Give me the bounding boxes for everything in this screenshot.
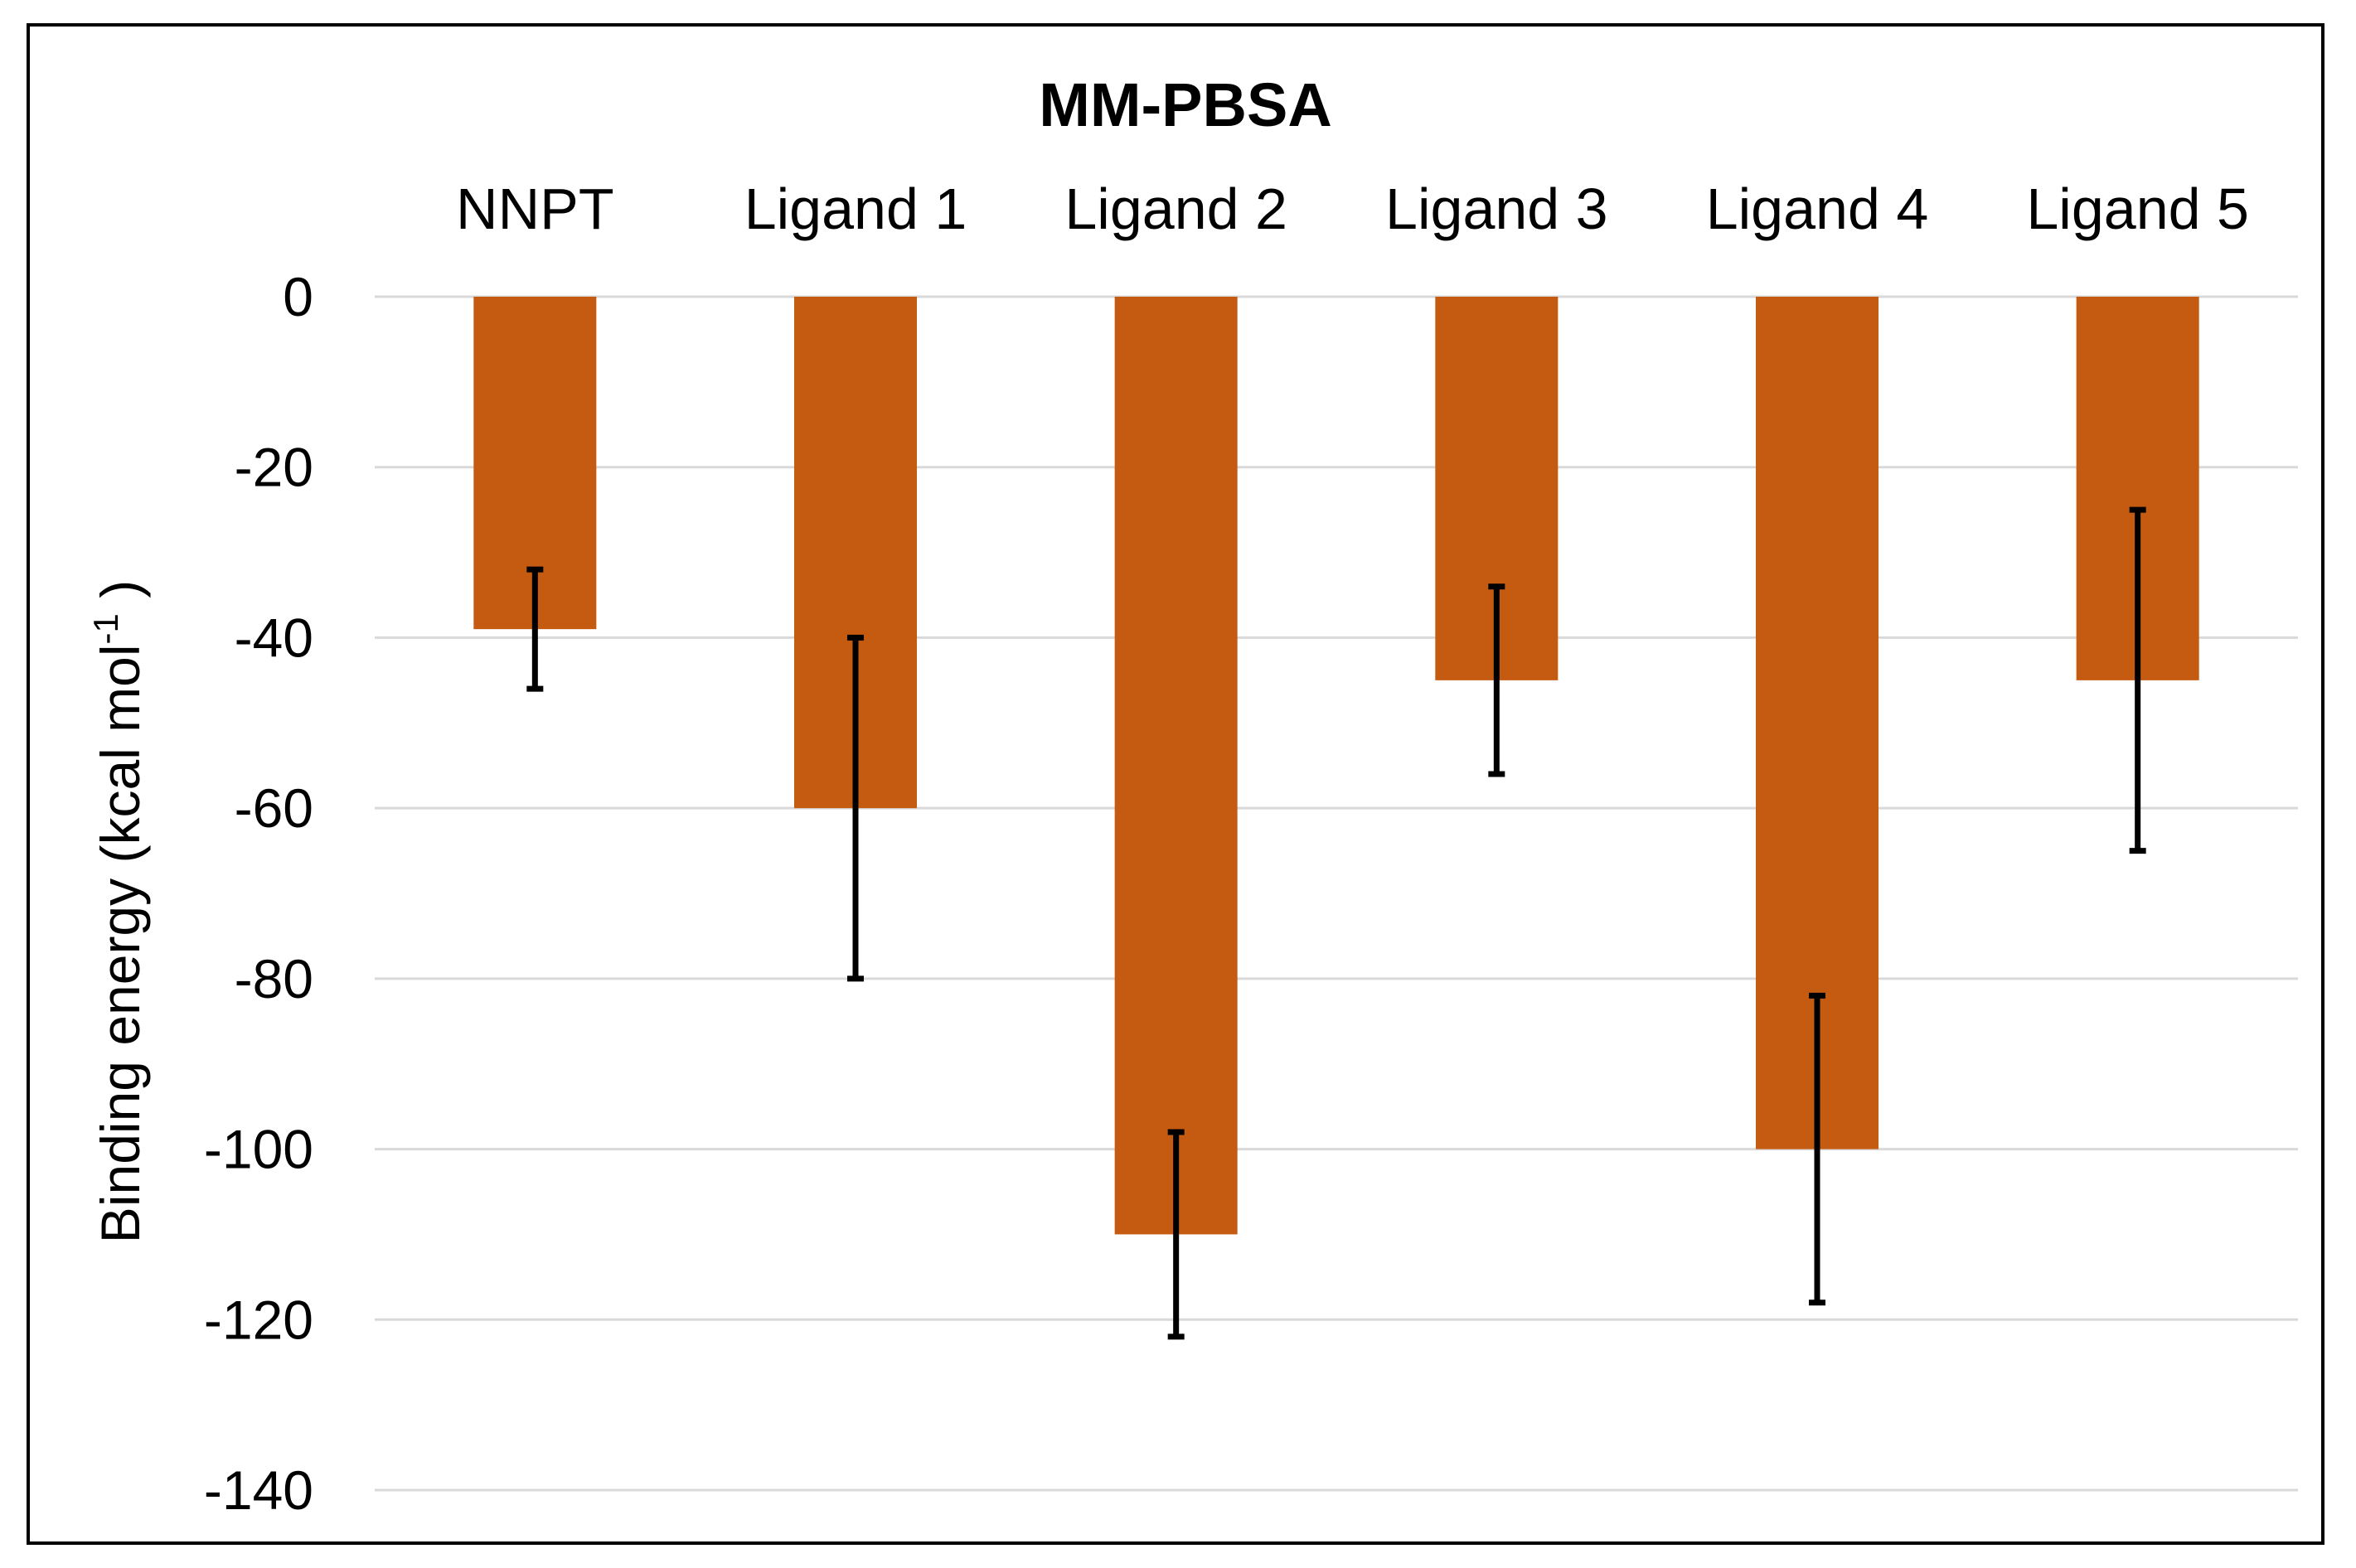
category-label: Ligand 1	[744, 177, 967, 241]
y-axis-label-main: Binding energy (kcal mol	[90, 645, 151, 1244]
y-tick-label: -100	[204, 1119, 313, 1180]
category-label: NNPT	[456, 177, 614, 241]
error-bars	[526, 506, 2146, 1340]
y-tick-label: 0	[283, 266, 313, 327]
error-bar	[847, 634, 864, 982]
y-tick-label: -80	[235, 948, 313, 1009]
bar	[1114, 297, 1238, 1235]
y-axis-label-superscript: -1	[86, 613, 125, 644]
category-label: Ligand 2	[1064, 177, 1287, 241]
category-label: Ligand 4	[1706, 177, 1929, 241]
y-tick-labels: 0 -20 -40 -60 -80 -100 -120 -140	[204, 266, 313, 1521]
error-bar	[526, 566, 544, 692]
category-label: Ligand 5	[2026, 177, 2249, 241]
y-axis-label-close: )	[90, 580, 151, 613]
y-axis-label: Binding energy (kcal mol-1 )	[86, 580, 151, 1243]
error-bar	[1488, 583, 1505, 777]
y-tick-label: -20	[235, 437, 313, 498]
chart-title: MM-PBSA	[1039, 70, 1332, 139]
error-bar	[1167, 1129, 1185, 1340]
bars	[473, 297, 2199, 1235]
y-tick-label: -60	[235, 777, 313, 839]
y-tick-label: -140	[204, 1459, 313, 1521]
error-bar	[1809, 992, 1825, 1306]
gridlines	[375, 295, 2298, 1492]
category-label: Ligand 3	[1385, 177, 1608, 241]
error-bar	[2129, 506, 2146, 854]
y-tick-label: -120	[204, 1289, 313, 1350]
y-tick-label: -40	[235, 607, 313, 668]
category-labels: NNPT Ligand 1 Ligand 2 Ligand 3 Ligand 4 Liga…	[456, 177, 2249, 241]
